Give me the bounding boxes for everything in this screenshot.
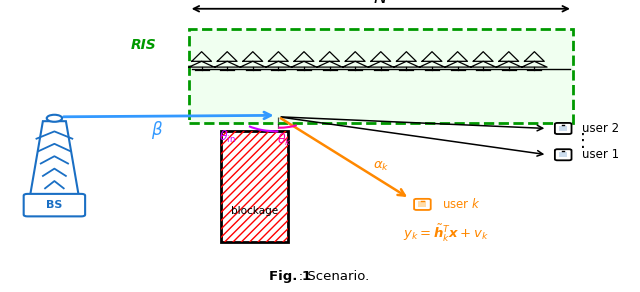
Bar: [221, 131, 288, 242]
FancyBboxPatch shape: [414, 199, 431, 210]
Bar: [221, 131, 288, 242]
FancyBboxPatch shape: [24, 194, 85, 216]
Text: user 1: user 1: [582, 148, 620, 161]
Text: BS: BS: [46, 200, 63, 210]
FancyBboxPatch shape: [555, 123, 572, 134]
Circle shape: [47, 115, 62, 122]
Text: Fig. 1: Fig. 1: [269, 270, 311, 283]
Text: : Scenario.: : Scenario.: [269, 270, 370, 283]
FancyBboxPatch shape: [555, 149, 572, 160]
Bar: [189, 29, 573, 123]
Bar: [559, 152, 567, 157]
Text: $\theta_k$: $\theta_k$: [277, 132, 292, 148]
Text: $\alpha_k$: $\alpha_k$: [372, 160, 389, 173]
Text: RIS: RIS: [131, 38, 157, 52]
Bar: [559, 126, 567, 131]
Polygon shape: [30, 121, 79, 196]
Text: blockage: blockage: [231, 206, 278, 216]
Text: user $k$: user $k$: [442, 197, 480, 211]
Text: $\beta$: $\beta$: [151, 119, 163, 141]
Bar: [419, 201, 426, 207]
Text: $\theta_{\rm in}$: $\theta_{\rm in}$: [219, 129, 236, 145]
Text: $y_k = \tilde{\boldsymbol{h}}_k^T \boldsymbol{x} + v_k$: $y_k = \tilde{\boldsymbol{h}}_k^T \bolds…: [403, 223, 489, 244]
Text: user 2: user 2: [582, 122, 620, 135]
Text: $N$: $N$: [373, 0, 388, 7]
Text: $\vdots$: $\vdots$: [573, 131, 585, 150]
